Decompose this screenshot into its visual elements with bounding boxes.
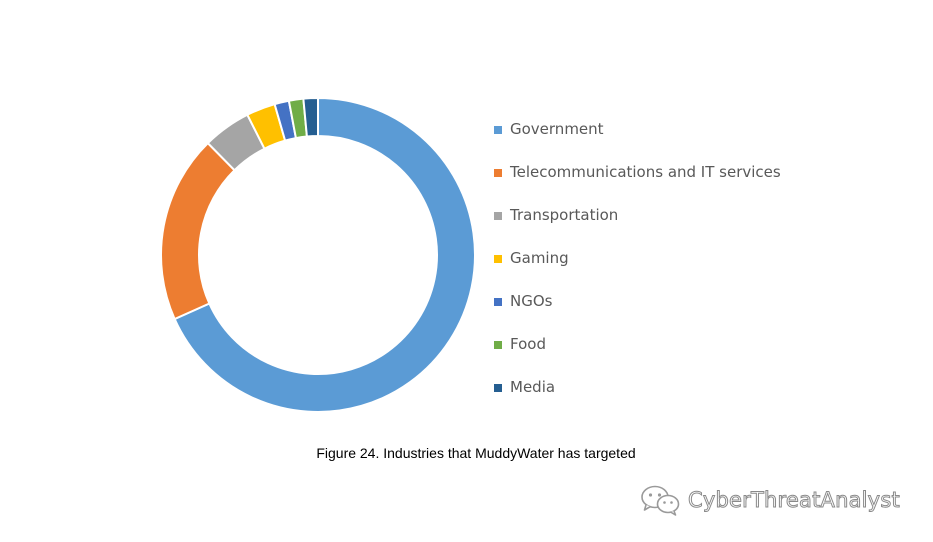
legend-swatch [494, 211, 502, 220]
legend-label: NGOs [510, 292, 553, 310]
legend-swatch [494, 125, 502, 134]
legend-swatch [494, 297, 502, 306]
legend-item: Gaming [494, 237, 781, 280]
legend-label: Food [510, 335, 546, 353]
legend-item: Media [494, 366, 781, 409]
legend-item: Food [494, 323, 781, 366]
slice-government [173, 96, 476, 413]
legend-label: Media [510, 378, 556, 396]
legend-label: Transportation [510, 206, 619, 224]
legend-swatch [494, 254, 502, 263]
legend-swatch [494, 383, 502, 392]
legend-item: Government [494, 108, 781, 151]
legend-item: NGOs [494, 280, 781, 323]
legend-swatch [494, 340, 502, 349]
wechat-icon [641, 485, 680, 516]
chart-legend: Government Telecommunications and IT serv… [494, 108, 781, 409]
watermark: CyberThreatAnalyst [640, 484, 900, 516]
slice-telecommunications-and-it-services [160, 141, 236, 321]
legend-item: Telecommunications and IT services [494, 151, 781, 194]
legend-label: Telecommunications and IT services [510, 163, 781, 181]
legend-label: Gaming [510, 249, 569, 267]
figure-caption: Figure 24. Industries that MuddyWater ha… [316, 445, 636, 461]
legend-item: Transportation [494, 194, 781, 237]
legend-swatch [494, 168, 502, 177]
slice-media [302, 96, 319, 138]
legend-label: Government [510, 120, 604, 138]
watermark-text: CyberThreatAnalyst [688, 488, 901, 513]
